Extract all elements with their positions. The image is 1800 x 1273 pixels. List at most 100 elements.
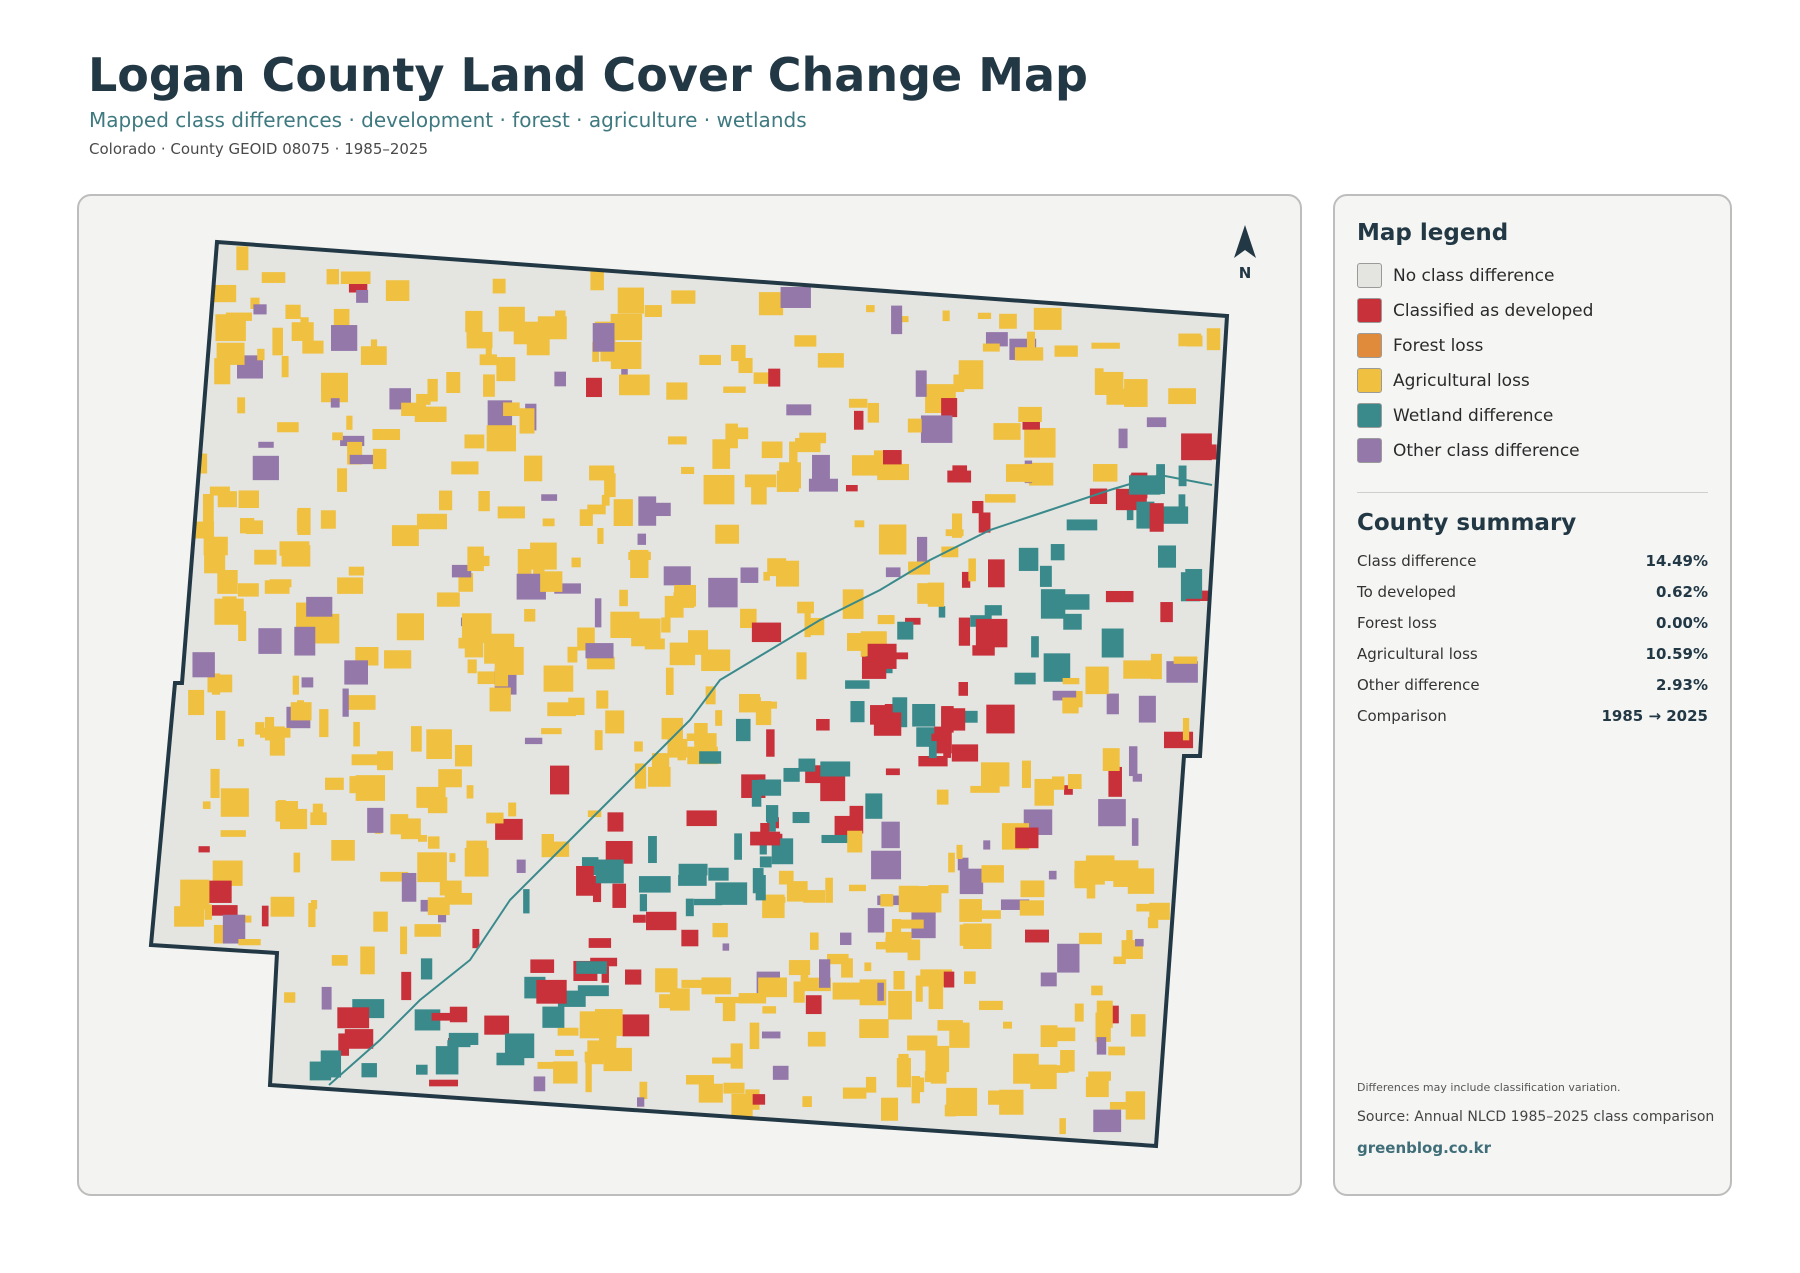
change-patch	[417, 834, 427, 842]
legend-item: Classified as developed	[1357, 298, 1593, 323]
change-patch	[214, 358, 231, 385]
change-patch	[891, 305, 903, 335]
change-patch	[646, 911, 677, 931]
change-patch	[753, 372, 773, 384]
change-patch	[310, 812, 327, 826]
change-patch	[592, 875, 602, 903]
legend-label: Forest loss	[1393, 335, 1484, 356]
change-patch	[541, 494, 558, 501]
change-patch	[284, 992, 296, 1003]
change-patch	[734, 427, 749, 440]
legend-label: Classified as developed	[1393, 300, 1594, 321]
change-patch	[1094, 368, 1104, 394]
change-patch	[279, 541, 310, 556]
change-patch	[391, 525, 419, 547]
change-patch	[685, 898, 694, 917]
change-patch	[927, 582, 945, 607]
change-patch	[1058, 594, 1090, 610]
change-patch	[751, 622, 782, 643]
change-patch	[252, 455, 279, 481]
change-patch	[237, 583, 259, 597]
change-patch	[604, 473, 616, 498]
change-patch	[203, 536, 228, 556]
change-patch	[524, 455, 543, 482]
change-patch	[958, 682, 969, 696]
change-patch	[454, 744, 473, 767]
change-patch	[372, 448, 387, 470]
change-patch	[1024, 463, 1040, 483]
summary-row: To developed 0.62%	[1357, 583, 1708, 601]
change-patch	[735, 718, 751, 742]
legend-label: Wetland difference	[1393, 405, 1554, 426]
change-patch	[613, 499, 633, 527]
change-patch	[1000, 899, 1030, 910]
subtitle: Mapped class differences · development ·…	[89, 108, 807, 132]
change-patch	[1091, 985, 1103, 996]
change-patch	[928, 984, 944, 1010]
change-patch	[999, 313, 1017, 329]
change-patch	[426, 729, 452, 760]
change-patch	[848, 398, 868, 408]
change-patch	[384, 650, 412, 669]
change-patch	[610, 341, 642, 370]
change-patch	[699, 751, 722, 764]
change-patch	[918, 756, 948, 767]
change-patch	[202, 494, 214, 524]
change-patch	[1015, 827, 1039, 849]
change-patch	[959, 899, 982, 922]
change-patch	[192, 652, 215, 678]
change-patch	[524, 608, 536, 622]
change-patch	[866, 305, 875, 313]
change-patch	[198, 846, 210, 853]
change-patch	[758, 779, 782, 796]
change-patch	[372, 429, 401, 441]
change-patch	[222, 596, 237, 620]
change-patch	[671, 290, 696, 304]
change-patch	[715, 710, 723, 726]
change-patch	[915, 975, 923, 1002]
legend-swatch	[1357, 403, 1382, 428]
summary-value: 0.62%	[1655, 583, 1708, 601]
change-patch	[762, 1006, 777, 1014]
change-patch	[517, 549, 532, 576]
change-patch	[779, 462, 802, 489]
change-patch	[970, 785, 1000, 793]
change-patch	[849, 805, 864, 834]
change-patch	[891, 919, 902, 937]
change-patch	[319, 709, 329, 738]
change-patch	[337, 468, 348, 492]
change-patch	[1160, 602, 1173, 623]
change-patch	[540, 571, 563, 592]
change-patch	[1020, 880, 1045, 898]
change-patch	[269, 726, 285, 756]
change-patch	[681, 466, 695, 474]
change-patch	[253, 304, 267, 315]
change-patch	[712, 439, 731, 469]
change-patch	[845, 680, 870, 689]
change-patch	[300, 317, 309, 324]
change-patch	[333, 308, 350, 326]
change-patch	[605, 710, 625, 734]
change-patch	[793, 981, 805, 1003]
change-patch	[1060, 1050, 1075, 1072]
change-patch	[466, 785, 474, 799]
change-patch	[715, 524, 740, 544]
change-patch	[530, 542, 557, 570]
legend-swatch	[1357, 263, 1382, 288]
change-patch	[587, 1040, 617, 1061]
change-patch	[840, 932, 852, 945]
change-patch	[597, 528, 604, 544]
change-patch	[681, 979, 713, 988]
change-patch	[723, 386, 746, 393]
summary-value: 0.00%	[1655, 614, 1708, 632]
change-patch	[1123, 660, 1152, 679]
change-patch	[1034, 778, 1054, 806]
change-patch	[427, 378, 438, 402]
legend-label: No class difference	[1393, 265, 1555, 286]
county-outline	[148, 239, 1230, 1149]
summary-row: Comparison 1985 → 2025	[1357, 707, 1708, 725]
change-patch	[636, 1097, 645, 1107]
change-patch	[1064, 785, 1073, 795]
change-patch	[464, 847, 489, 877]
change-patch	[897, 919, 924, 929]
